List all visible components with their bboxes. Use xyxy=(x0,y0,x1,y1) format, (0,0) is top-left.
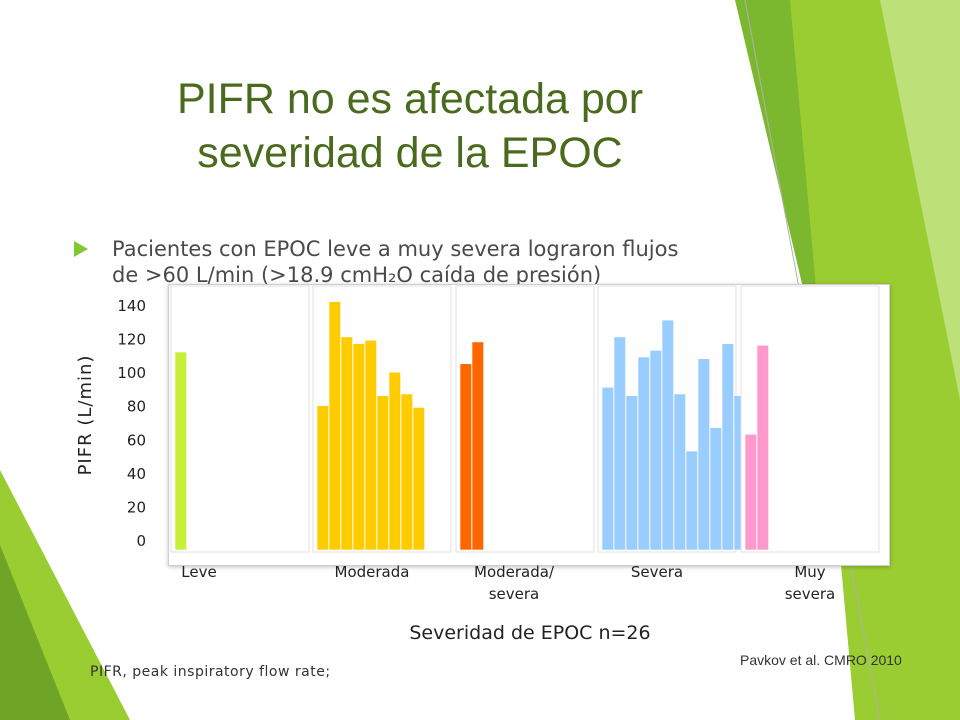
x-tick-label: Severa xyxy=(631,563,683,581)
bar xyxy=(756,344,769,551)
slide-title: PIFR no es afectada por severidad de la … xyxy=(176,75,644,177)
bar xyxy=(412,407,425,551)
bar xyxy=(637,356,650,551)
y-tick-label: 20 xyxy=(127,498,146,516)
x-axis-label: Severidad de EPOC n=26 xyxy=(409,622,651,644)
bar xyxy=(625,395,638,551)
x-tick-label: Muy xyxy=(794,563,825,581)
y-tick-label: 80 xyxy=(127,398,146,416)
bar xyxy=(685,450,698,551)
x-tick-label: severa xyxy=(489,585,540,603)
bar xyxy=(352,343,365,551)
bar xyxy=(364,339,377,551)
bullet-arrow-icon xyxy=(74,241,88,257)
bar xyxy=(340,336,353,551)
bar xyxy=(376,395,389,551)
bar xyxy=(400,393,413,551)
bar xyxy=(328,301,341,551)
y-tick-label: 60 xyxy=(127,431,146,449)
x-tick-label: Moderada xyxy=(335,563,410,581)
bar xyxy=(471,341,484,551)
bullet-text: Pacientes con EPOC leve a muy severa log… xyxy=(112,237,679,287)
group-panel xyxy=(170,285,310,553)
bar xyxy=(388,371,401,551)
bar xyxy=(649,350,662,551)
bar xyxy=(174,351,187,551)
bar xyxy=(459,363,472,551)
citation: Pavkov et al. CMRO 2010 xyxy=(740,652,902,668)
bar xyxy=(721,343,734,551)
bar xyxy=(601,386,614,551)
bar xyxy=(709,427,722,551)
y-tick-label: 140 xyxy=(117,297,146,315)
y-axis-label: PIFR (L/min) xyxy=(75,354,96,476)
y-tick-label: 100 xyxy=(117,364,146,382)
bar xyxy=(613,336,626,551)
bullet-item: Pacientes con EPOC leve a muy severa log… xyxy=(74,236,704,288)
bar xyxy=(744,433,757,551)
bar xyxy=(661,319,674,551)
y-tick-label: 0 xyxy=(136,532,146,550)
y-tick-label: 40 xyxy=(127,465,146,483)
x-tick-label: Moderada/ xyxy=(474,563,555,581)
y-tick-label: 120 xyxy=(117,331,146,349)
bar xyxy=(316,405,329,551)
footnote: PIFR, peak inspiratory flow rate; xyxy=(90,664,331,680)
x-tick-label: severa xyxy=(785,585,836,603)
bar xyxy=(697,358,710,551)
bar xyxy=(673,393,686,551)
x-tick-label: Leve xyxy=(181,563,216,581)
